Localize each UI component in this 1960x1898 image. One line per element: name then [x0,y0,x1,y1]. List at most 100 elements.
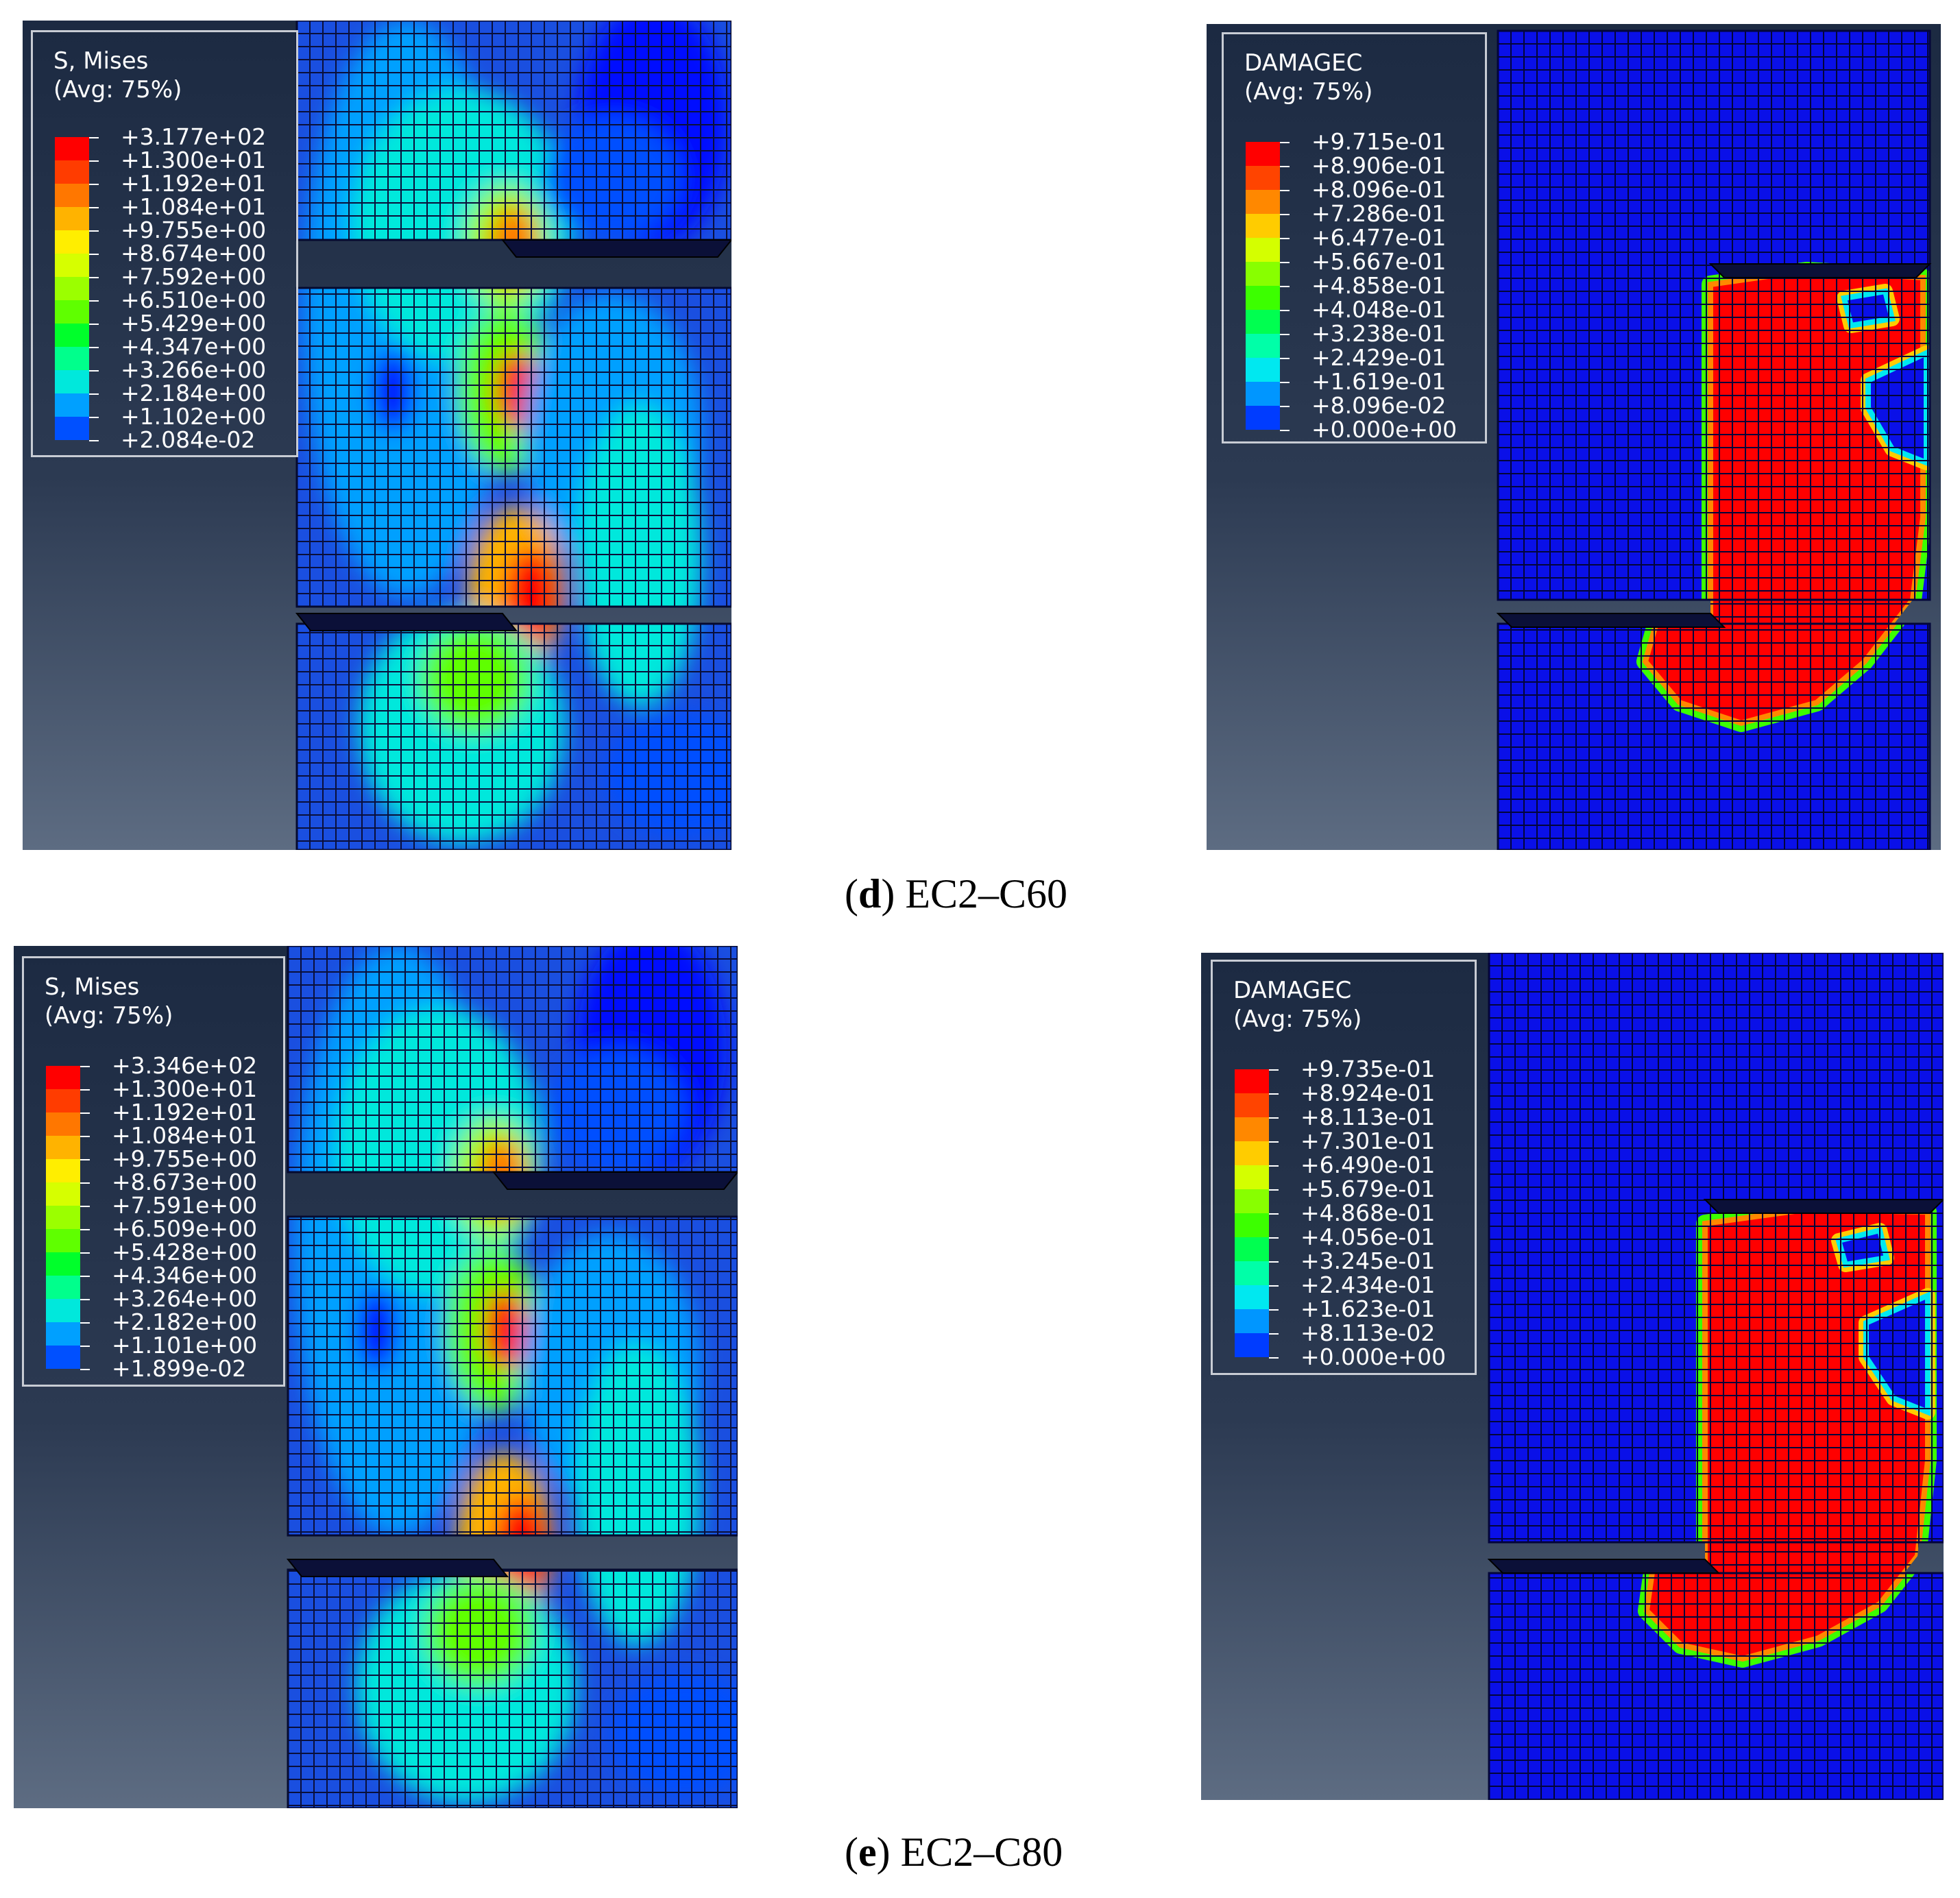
legend-color-band [46,1299,80,1322]
caption-e-letter: e [858,1829,877,1875]
legend-tick [80,1369,90,1370]
legend-value: +8.924e-01 [1300,1080,1436,1106]
legend-color-band [1246,286,1280,310]
damage-contour-plot-d [1207,24,1941,850]
legend-tick [1280,238,1290,239]
legend-value: +3.346e+02 [112,1052,258,1079]
legend-color-band [46,1276,80,1299]
notch-slit [1496,613,1726,628]
legend-color-band [55,417,89,440]
legend-value: +2.429e-01 [1311,344,1447,371]
legend-tick [1269,1141,1279,1143]
legend-color-band [55,324,89,347]
legend-color-band [1246,142,1280,166]
legend-value: +3.238e-01 [1311,320,1447,347]
legend-tick [1269,1333,1279,1335]
legend-tick [89,440,99,441]
legend-value: +9.735e-01 [1300,1056,1436,1082]
caption-d-text: EC2–C60 [895,871,1068,916]
legend-color-band [55,254,89,277]
legend-value: +3.177e+02 [121,123,267,150]
legend-subtitle: (Avg: 75%) [1233,1006,1362,1033]
legend-color-band [1235,1285,1269,1309]
legend-tick [80,1299,90,1300]
legend-color-band [1246,190,1280,214]
legend-color-band [55,347,89,370]
legend-value: +9.755e+00 [121,217,267,243]
legend-color-band [1235,1189,1269,1213]
specimen-body [1498,31,1930,850]
legend-color-band [1235,1165,1269,1189]
legend-title: S, Mises [45,973,140,1001]
legend-value: +1.192e+01 [121,170,267,197]
legend-value: +1.192e+01 [112,1099,258,1126]
legend-tick [1269,1285,1279,1287]
legend-color-band [1246,238,1280,262]
legend-color-band [55,184,89,207]
legend-color-band [1235,1237,1269,1261]
legend-tick [1280,382,1290,383]
legend-tick [89,230,99,232]
legend-value: +7.286e-01 [1311,200,1447,227]
legend-color-band [1246,262,1280,286]
legend-value: +5.429e+00 [121,310,267,337]
legend-color-band [55,370,89,393]
legend-color-band [1235,1261,1269,1285]
legend-color-band [46,1252,80,1276]
mesh-grid [1498,31,1930,850]
legend-value: +4.347e+00 [121,333,267,360]
legend-tick [1280,406,1290,407]
legend-value: +2.084e-02 [121,426,256,453]
legend-tick [1280,214,1290,215]
legend-title: DAMAGEC [1233,977,1352,1004]
legend-tick [80,1229,90,1230]
legend-tick [80,1089,90,1091]
legend-tick [80,1066,90,1067]
legend-tick [1269,1189,1279,1191]
legend-color-band [46,1136,80,1159]
legend-value: +0.000e+00 [1311,416,1457,443]
legend-value: +3.264e+00 [112,1285,258,1312]
notch-slit [492,1171,738,1190]
legend-color-band [46,1159,80,1182]
legend-color-band [46,1322,80,1346]
legend-color-band [55,207,89,230]
legend-tick [89,184,99,185]
legend-color-band [1246,166,1280,190]
legend-tick [89,254,99,255]
legend-value: +5.667e-01 [1311,248,1447,275]
stress-contour-plot-e [14,946,738,1808]
legend-tick [1269,1093,1279,1095]
legend-tick [1280,310,1290,311]
damage-legend-d: DAMAGEC (Avg: 75%) +9.715e-01 +8.906e-01 +… [1222,32,1487,443]
legend-value: +5.679e-01 [1300,1176,1436,1202]
legend-value: +9.755e+00 [112,1145,258,1172]
legend-tick [1280,358,1290,359]
legend-tick [80,1206,90,1207]
legend-tick [80,1346,90,1347]
legend-tick [89,207,99,208]
legend-value: +2.182e+00 [112,1309,258,1335]
caption-e: (e) EC2–C80 [845,1829,1063,1875]
legend-tick [80,1276,90,1277]
legend-color-band [1246,406,1280,430]
damage-contour-panel-d: DAMAGEC (Avg: 75%) +9.715e-01 +8.906e-01 +… [1207,24,1941,850]
legend-value: +8.096e-02 [1311,392,1447,419]
notch-slit [286,1559,509,1577]
damage-contour-panel-e: DAMAGEC (Avg: 75%) +9.735e-01 +8.924e-01 +… [1201,953,1944,1800]
legend-value: +6.509e+00 [112,1215,258,1242]
legend-tick [1269,1309,1279,1311]
legend-value: +2.184e+00 [121,380,267,406]
legend-color-band [1235,1141,1269,1165]
notch-slit [1708,263,1932,278]
legend-tick [80,1136,90,1137]
legend-value: +7.301e-01 [1300,1128,1436,1154]
legend-color-band [46,1066,80,1089]
legend-tick [1280,430,1290,431]
legend-color-band [1246,334,1280,358]
legend-color-band [46,1182,80,1206]
legend-color-band [1235,1093,1269,1117]
legend-tick [89,300,99,302]
mesh-grid [288,946,738,1808]
legend-value: +8.096e-01 [1311,176,1447,203]
